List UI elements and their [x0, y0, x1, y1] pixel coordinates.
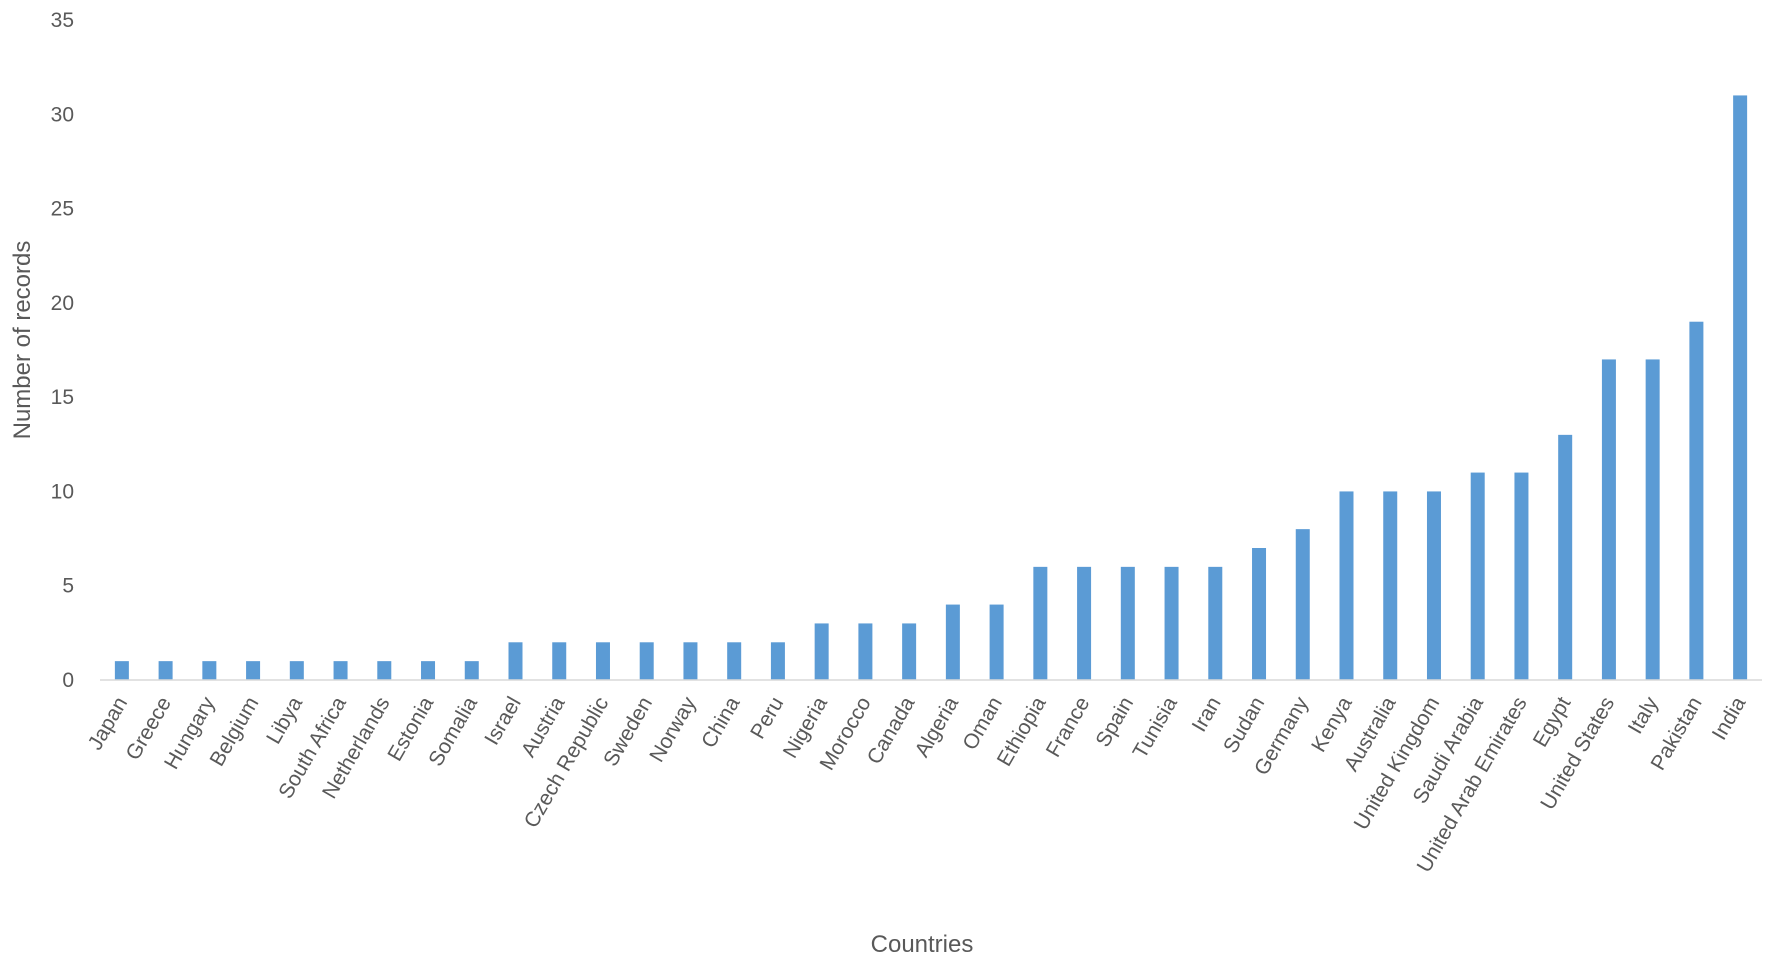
bar	[508, 642, 523, 680]
bar	[289, 661, 304, 680]
bars	[114, 95, 1748, 680]
bar	[1120, 566, 1135, 680]
bar	[1252, 548, 1267, 680]
bar	[202, 661, 217, 680]
bar	[1295, 529, 1310, 680]
y-tick-label: 25	[51, 198, 74, 221]
x-tick-label: Israel	[480, 693, 526, 749]
x-tick-label: Italy	[1624, 693, 1663, 738]
bar	[158, 661, 173, 680]
x-tick-label: Oman	[958, 693, 1007, 754]
x-tick-label: China	[697, 693, 745, 752]
bar	[945, 604, 960, 680]
x-tick-label: Libya	[262, 693, 307, 748]
y-tick-label: 30	[51, 103, 74, 126]
bar	[639, 642, 654, 680]
bar	[1164, 566, 1179, 680]
x-tick-label: Spain	[1091, 693, 1138, 751]
y-tick-label: 5	[62, 575, 74, 598]
bar	[858, 623, 873, 680]
x-tick-label: Czech Republic	[520, 693, 613, 832]
bar	[552, 642, 567, 680]
bar	[814, 623, 829, 680]
x-tick-label: Algeria	[911, 693, 964, 761]
bar	[770, 642, 785, 680]
x-tick-label: Egypt	[1529, 693, 1576, 751]
bar	[727, 642, 742, 680]
x-tick-label: India	[1708, 693, 1751, 744]
bar	[114, 661, 129, 680]
bar	[989, 604, 1004, 680]
bar	[683, 642, 698, 680]
bar	[902, 623, 917, 680]
bar	[1426, 491, 1441, 680]
y-tick-label: 0	[62, 669, 74, 692]
y-tick-label: 20	[51, 292, 74, 315]
y-axis-title: Number of records	[9, 241, 36, 440]
bar	[1339, 491, 1354, 680]
bar	[333, 661, 348, 680]
y-axis-ticks: 0 5 10 15 20 25 30 35	[51, 9, 74, 692]
x-axis-title: Countries	[871, 931, 974, 958]
bar	[1514, 472, 1529, 680]
bar	[1645, 359, 1660, 680]
bar	[1033, 566, 1048, 680]
bar	[464, 661, 479, 680]
y-tick-label: 35	[51, 9, 74, 32]
bar	[1208, 566, 1223, 680]
bar	[377, 661, 392, 680]
bar	[1733, 95, 1748, 680]
x-tick-label: Peru	[746, 693, 788, 743]
bar	[1470, 472, 1485, 680]
x-tick-label: Iran	[1188, 693, 1226, 736]
bar	[246, 661, 261, 680]
bar	[1601, 359, 1616, 680]
y-tick-label: 15	[51, 386, 74, 409]
y-tick-label: 10	[51, 480, 74, 503]
bar	[1077, 566, 1092, 680]
bar	[1689, 321, 1704, 680]
bar	[1383, 491, 1398, 680]
x-tick-label: Tunisia	[1129, 693, 1183, 763]
bar	[1558, 434, 1573, 680]
x-tick-label: France	[1042, 693, 1095, 761]
bar	[421, 661, 436, 680]
bar	[595, 642, 610, 680]
